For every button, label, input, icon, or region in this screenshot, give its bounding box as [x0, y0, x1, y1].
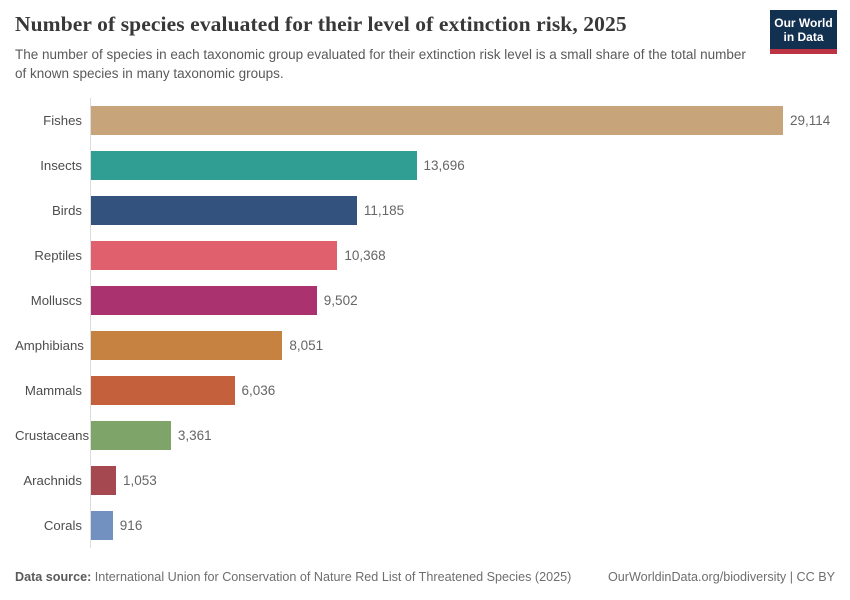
owid-logo[interactable]: Our World in Data	[770, 10, 837, 54]
data-source: Data source: International Union for Con…	[15, 570, 571, 584]
footer: Data source: International Union for Con…	[15, 558, 835, 600]
bar-row: Birds 11,185	[15, 187, 835, 233]
category-label-amphibians: Amphibians	[15, 337, 84, 353]
bar-corals[interactable]	[91, 510, 113, 540]
category-label-birds: Birds	[51, 202, 82, 218]
bar-area: 10,368	[90, 232, 835, 278]
header: Number of species evaluated for their le…	[15, 10, 837, 84]
bar-chart: Fishes 29,114 Insects 13,696 Birds 11,185 Rept…	[15, 97, 835, 548]
data-source-label: Data source:	[15, 570, 92, 584]
bar-area: 6,036	[90, 367, 835, 413]
bar-birds[interactable]	[91, 195, 357, 225]
category-label-crustaceans: Crustaceans	[15, 427, 90, 443]
bar-area: 916	[90, 502, 835, 548]
owid-logo-line1: Our World	[774, 16, 833, 30]
chart-rows: Fishes 29,114 Insects 13,696 Birds 11,185 Rept…	[15, 97, 835, 548]
category-label-fishes: Fishes	[43, 112, 82, 128]
bar-area: 8,051	[90, 322, 835, 368]
bar-row: Reptiles 10,368	[15, 232, 835, 278]
value-label: 9,502	[323, 292, 358, 308]
bar-area: 1,053	[90, 457, 835, 503]
value-label: 29,114	[790, 112, 831, 128]
license-link[interactable]: OurWorldinData.org/biodiversity | CC BY	[607, 570, 835, 584]
bar-row: Crustaceans 3,361	[15, 412, 835, 458]
data-source-text: International Union for Conservation of …	[91, 570, 572, 584]
bar-amphibians[interactable]	[91, 330, 283, 360]
value-label: 6,036	[241, 382, 276, 398]
bar-reptiles[interactable]	[91, 240, 338, 270]
category-label-arachnids: Arachnids	[23, 472, 82, 488]
category-label-insects: Insects	[40, 157, 82, 173]
category-label-corals: Corals	[43, 517, 82, 533]
bar-arachnids[interactable]	[91, 465, 116, 495]
title-row: Number of species evaluated for their le…	[15, 10, 837, 54]
bar-row: Arachnids 1,053	[15, 457, 835, 503]
bar-row: Corals 916	[15, 502, 835, 548]
bar-molluscs[interactable]	[91, 285, 317, 315]
category-label-reptiles: Reptiles	[34, 247, 82, 263]
value-label: 10,368	[344, 247, 386, 263]
bar-area: 9,502	[90, 277, 835, 323]
value-label: 13,696	[423, 157, 465, 173]
value-label: 1,053	[123, 472, 157, 488]
bar-row: Insects 13,696	[15, 142, 835, 188]
category-label-molluscs: Molluscs	[30, 292, 82, 308]
page-title: Number of species evaluated for their le…	[15, 12, 627, 36]
bar-fishes[interactable]	[91, 105, 783, 135]
chart-subtitle: The number of species in each taxonomic …	[15, 46, 746, 81]
bar-row: Fishes 29,114	[15, 97, 835, 143]
bar-area: 29,114	[90, 97, 835, 143]
bar-crustaceans[interactable]	[91, 420, 171, 450]
bar-mammals[interactable]	[91, 375, 235, 405]
value-label: 3,361	[177, 427, 212, 443]
bar-row: Molluscs 9,502	[15, 277, 835, 323]
bar-area: 3,361	[90, 412, 835, 458]
value-label: 916	[119, 517, 143, 533]
value-label: 11,185	[363, 202, 405, 218]
bar-insects[interactable]	[91, 150, 417, 180]
owid-logo-line2: in Data	[783, 30, 824, 45]
bar-row: Amphibians 8,051	[15, 322, 835, 368]
value-label: 8,051	[289, 337, 324, 353]
bar-area: 13,696	[90, 142, 835, 188]
bar-area: 11,185	[90, 187, 835, 233]
category-label-mammals: Mammals	[24, 382, 82, 398]
bar-row: Mammals 6,036	[15, 367, 835, 413]
